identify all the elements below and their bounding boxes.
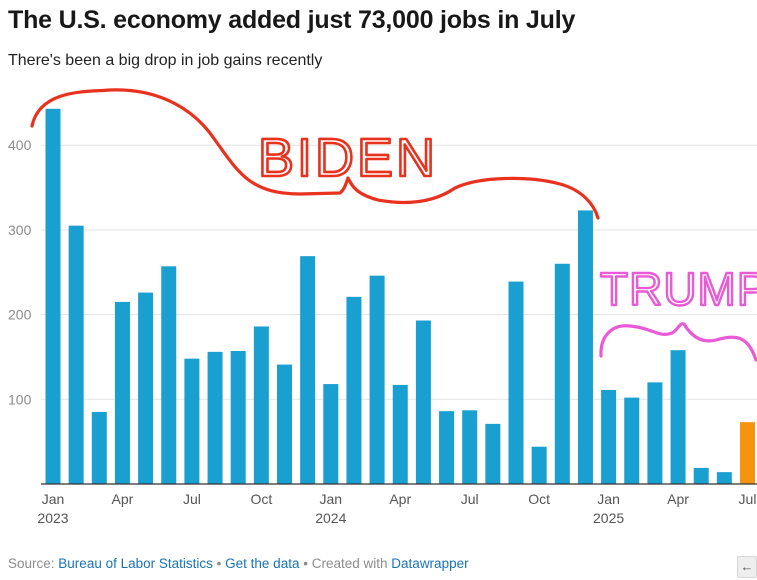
- x-tick-label: Jul: [183, 491, 201, 507]
- bar-jan-2023: Jan 2023: 443: [45, 108, 61, 485]
- chart-subtitle: There's been a big drop in job gains rec…: [8, 52, 323, 69]
- bar-sep-2023: Sep 2023: 157: [230, 351, 246, 484]
- footer-separator: •: [216, 556, 222, 571]
- bar-mar-2024: Mar 2024: 246: [369, 275, 385, 484]
- x-tick-label: Apr: [667, 491, 689, 507]
- y-tick-label: 400: [8, 137, 32, 153]
- y-tick-label: 200: [8, 307, 32, 323]
- get-data-link[interactable]: Get the data: [225, 556, 300, 571]
- bar-jun-2025: Jun 2025: 14: [716, 472, 732, 484]
- bar-oct-2023: Oct 2023: 186: [253, 326, 269, 484]
- footer-separator: •: [303, 556, 308, 571]
- bar-jan-2024: Jan 2024: 118: [323, 384, 339, 484]
- arrow-left-icon: ←: [740, 559, 754, 574]
- x-tick-label: Oct: [250, 491, 272, 507]
- x-axis: Jan 2023 Apr Jul Oct Jan 2024 Apr Jul Oct Jan 2025 A…: [37, 483, 757, 526]
- x-tick-year-label: 2024: [315, 510, 346, 526]
- trump-bracket-line: [599, 322, 757, 362]
- bar-may-2023: May 2023: 226: [138, 292, 154, 484]
- chart-title: The U.S. economy added just 73,000 jobs …: [8, 6, 576, 34]
- bar-jun-2023: Jun 2023: 257: [161, 266, 177, 484]
- x-tick-label: Oct: [528, 491, 550, 507]
- bar-jul-2024: Jul 2024: 87: [462, 410, 478, 484]
- bar-feb-2023: Feb 2023: 305: [68, 225, 84, 485]
- bar-chart: 100 200 300 400 Jan 2023: 443 Feb 2023: 305 M…: [8, 88, 757, 526]
- bar-mar-2023: Mar 2023: 85: [91, 412, 107, 484]
- trump-label: TRUMP: [600, 263, 757, 315]
- biden-label: BIDEN: [258, 128, 438, 188]
- x-tick-label: Jan: [42, 491, 65, 507]
- source-link[interactable]: Bureau of Labor Statistics: [58, 556, 213, 571]
- bar-aug-2024: Aug 2024: 71: [485, 423, 501, 484]
- x-tick-label: Apr: [112, 491, 134, 507]
- footer: Source: Bureau of Labor Statistics • Get…: [8, 556, 469, 571]
- bar-may-2025: May 2025: 19: [693, 467, 709, 484]
- bar-feb-2024: Feb 2024: 221: [346, 296, 362, 484]
- y-tick-label: 300: [8, 222, 32, 238]
- x-tick-label: Jul: [739, 491, 757, 507]
- bar-sep-2024: Sep 2024: 239: [508, 281, 524, 484]
- bar-apr-2024: Apr 2024: 117: [392, 384, 408, 484]
- x-tick-label: Jan: [597, 491, 620, 507]
- x-tick-year-label: 2023: [37, 510, 68, 526]
- bars: Jan 2023: 443 Feb 2023: 305 Mar 2023: 85 Ap…: [45, 108, 755, 485]
- x-tick-label: Jan: [320, 491, 343, 507]
- bar-oct-2024: Oct 2024: 44: [531, 446, 547, 484]
- trump-annotation: TRUMP: [599, 262, 757, 362]
- x-tick-year-label: 2025: [593, 510, 624, 526]
- x-tick-label: Jul: [461, 491, 479, 507]
- x-tick-label: Apr: [389, 491, 411, 507]
- y-tick-label: 100: [8, 391, 32, 407]
- bar-jun-2024: Jun 2024: 86: [439, 411, 455, 484]
- bar-mar-2025: Mar 2025: 120: [647, 382, 663, 484]
- bar-dec-2023: Dec 2023: 269: [300, 256, 316, 484]
- biden-bracket-line: [30, 88, 600, 220]
- bar-jan-2025: Jan 2025: 111: [601, 389, 617, 484]
- bar-aug-2023: Aug 2023: 156: [207, 351, 223, 484]
- bar-apr-2025: Apr 2025: 158: [670, 350, 686, 484]
- bar-nov-2024: Nov 2024: 260: [554, 263, 570, 484]
- bar-may-2024: May 2024: 193: [415, 320, 431, 484]
- nav-back-button[interactable]: ←: [737, 556, 757, 578]
- datawrapper-link[interactable]: Datawrapper: [391, 556, 469, 571]
- bar-jul-2023: Jul 2023: 148: [184, 358, 200, 484]
- created-with-text: Created with: [311, 556, 388, 571]
- bar-nov-2023: Nov 2023: 141: [277, 364, 292, 484]
- bar-dec-2024: Dec 2024: 323: [577, 210, 593, 484]
- source-prefix: Source:: [8, 556, 55, 571]
- bar-jul-2025: Jul 2025: 73: [740, 422, 755, 484]
- biden-annotation: BIDEN: [30, 88, 600, 220]
- bar-feb-2025: Feb 2025: 102: [624, 397, 640, 484]
- bar-apr-2023: Apr 2023: 215: [114, 301, 130, 484]
